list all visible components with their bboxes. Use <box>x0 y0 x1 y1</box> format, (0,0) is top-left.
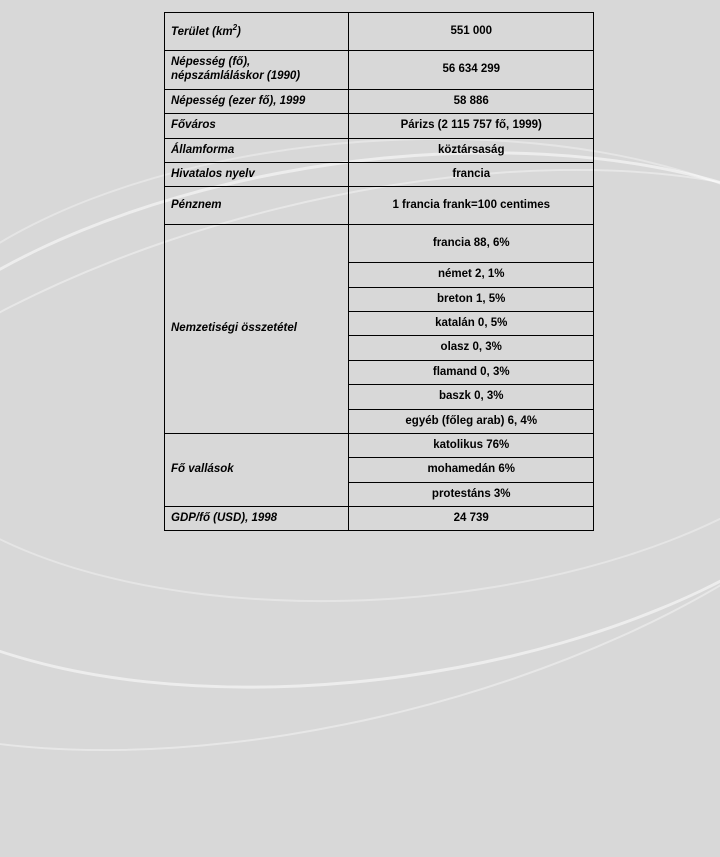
row-value: 551 000 <box>349 13 594 51</box>
row-value: 24 739 <box>349 507 594 531</box>
row-value: 58 886 <box>349 89 594 113</box>
row-value: köztársaság <box>349 138 594 162</box>
row-value: francia 88, 6% <box>349 225 594 263</box>
row-label: Terület (km2) <box>165 13 349 51</box>
row-label: Főváros <box>165 114 349 138</box>
row-value: baszk 0, 3% <box>349 385 594 409</box>
row-value: 56 634 299 <box>349 51 594 90</box>
row-value: francia <box>349 162 594 186</box>
row-value: egyéb (főleg arab) 6, 4% <box>349 409 594 433</box>
row-label: Hivatalos nyelv <box>165 162 349 186</box>
row-label: Népesség (ezer fő), 1999 <box>165 89 349 113</box>
row-label: Fő vallások <box>165 433 349 506</box>
row-value: Párizs (2 115 757 fő, 1999) <box>349 114 594 138</box>
table-row: Pénznem1 francia frank=100 centimes <box>165 187 594 225</box>
row-value: protestáns 3% <box>349 482 594 506</box>
row-value: katalán 0, 5% <box>349 312 594 336</box>
table-row: Fő vallásokkatolikus 76% <box>165 433 594 457</box>
table-row: Hivatalos nyelvfrancia <box>165 162 594 186</box>
table-row: Nemzetiségi összetételfrancia 88, 6% <box>165 225 594 263</box>
row-value: 1 francia frank=100 centimes <box>349 187 594 225</box>
table-row: Népesség (fő), népszámláláskor (1990)56 … <box>165 51 594 90</box>
table-row: Terület (km2)551 000 <box>165 13 594 51</box>
table-row: Államformaköztársaság <box>165 138 594 162</box>
country-facts-table: Terület (km2)551 000Népesség (fő), népsz… <box>164 12 594 531</box>
row-value: breton 1, 5% <box>349 287 594 311</box>
row-value: katolikus 76% <box>349 433 594 457</box>
row-value: mohamedán 6% <box>349 458 594 482</box>
table-row: FővárosPárizs (2 115 757 fő, 1999) <box>165 114 594 138</box>
row-label: Államforma <box>165 138 349 162</box>
row-label: GDP/fő (USD), 1998 <box>165 507 349 531</box>
table-row: Népesség (ezer fő), 199958 886 <box>165 89 594 113</box>
row-value: olasz 0, 3% <box>349 336 594 360</box>
row-label: Pénznem <box>165 187 349 225</box>
data-table-container: Terület (km2)551 000Népesség (fő), népsz… <box>164 12 594 531</box>
table-row: GDP/fő (USD), 199824 739 <box>165 507 594 531</box>
row-value: flamand 0, 3% <box>349 360 594 384</box>
row-value: német 2, 1% <box>349 263 594 287</box>
row-label: Népesség (fő), népszámláláskor (1990) <box>165 51 349 90</box>
row-label: Nemzetiségi összetétel <box>165 225 349 434</box>
